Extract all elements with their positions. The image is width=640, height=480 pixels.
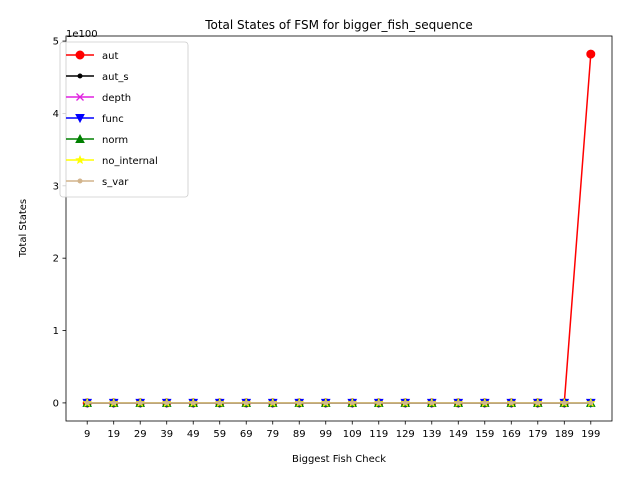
data-point-s_var-shape — [217, 400, 223, 406]
legend-box — [59, 41, 189, 198]
legend-marker-norm-shape — [75, 133, 85, 143]
data-point-s_var-shape — [84, 400, 90, 406]
data-point-s_var-shape — [296, 400, 302, 406]
data-point-s_var — [376, 400, 382, 406]
x-tick-label: 89 — [293, 429, 306, 440]
legend-label-aut_s: aut_s — [102, 72, 129, 83]
legend-marker-aut_s — [77, 73, 83, 79]
x-tick-label: 99 — [319, 429, 332, 440]
data-point-s_var — [561, 400, 567, 406]
data-point-s_var — [296, 400, 302, 406]
x-tick-label: 49 — [187, 429, 200, 440]
x-tick-label: 149 — [449, 429, 468, 440]
y-axis-label: Total States — [18, 199, 29, 258]
legend-marker-func-shape — [75, 114, 85, 124]
data-point-s_var-shape — [455, 400, 461, 406]
data-point-s_var — [508, 400, 514, 406]
data-point-aut — [586, 49, 596, 59]
x-tick-label: 19 — [107, 429, 120, 440]
legend-label-depth: depth — [102, 93, 131, 104]
x-tick-label: 199 — [581, 429, 600, 440]
legend-marker-no_internal-shape — [75, 154, 85, 165]
y-tick-label: 2 — [53, 254, 59, 265]
y-tick-label: 0 — [53, 398, 59, 409]
chart-title: Total States of FSM for bigger_fish_sequ… — [204, 18, 473, 32]
x-tick-label: 69 — [240, 429, 253, 440]
legend-label-no_internal: no_internal — [102, 156, 158, 167]
data-point-s_var-shape — [349, 400, 355, 406]
legend-marker-aut_s-shape — [77, 73, 83, 79]
x-tick-label: 159 — [475, 429, 494, 440]
data-point-s_var — [84, 400, 90, 406]
y-multiplier-label: 1e100 — [66, 29, 98, 40]
y-tick-label: 1 — [53, 326, 59, 337]
legend-marker-norm — [75, 133, 85, 143]
x-tick-label: 79 — [266, 429, 279, 440]
legend-marker-depth-shape — [76, 93, 84, 101]
x-tick-label: 129 — [396, 429, 415, 440]
data-point-s_var-shape — [137, 400, 143, 406]
y-tick-label: 5 — [53, 37, 59, 48]
data-point-s_var-shape — [429, 400, 435, 406]
data-point-s_var-shape — [482, 400, 488, 406]
x-tick-label: 9 — [84, 429, 90, 440]
data-point-s_var-shape — [111, 400, 117, 406]
x-tick-label: 169 — [502, 429, 521, 440]
data-point-s_var — [588, 400, 594, 406]
data-point-s_var-shape — [243, 400, 249, 406]
legend-marker-aut — [75, 50, 85, 60]
x-tick-label: 179 — [528, 429, 547, 440]
x-tick-label: 139 — [422, 429, 441, 440]
data-point-s_var — [164, 400, 170, 406]
legend-label-norm: norm — [102, 135, 128, 146]
x-tick-label: 59 — [213, 429, 226, 440]
data-point-s_var — [349, 400, 355, 406]
axes-frame — [65, 35, 613, 422]
legend-label-aut: aut — [102, 51, 118, 62]
legend-label-func: func — [102, 114, 124, 125]
data-point-s_var — [402, 400, 408, 406]
data-point-s_var-shape — [588, 400, 594, 406]
data-point-s_var — [243, 400, 249, 406]
data-point-s_var — [190, 400, 196, 406]
data-point-s_var-shape — [190, 400, 196, 406]
data-point-s_var — [455, 400, 461, 406]
data-point-s_var — [270, 400, 276, 406]
x-tick-label: 119 — [369, 429, 388, 440]
data-point-s_var-shape — [164, 400, 170, 406]
data-point-s_var — [429, 400, 435, 406]
legend-label-s_var: s_var — [102, 177, 129, 188]
data-point-s_var-shape — [561, 400, 567, 406]
legend-marker-depth — [76, 93, 84, 101]
data-point-s_var — [323, 400, 329, 406]
legend-marker-no_internal — [75, 154, 85, 165]
legend-marker-s_var-shape — [77, 178, 83, 184]
data-point-s_var — [111, 400, 117, 406]
x-tick-label: 29 — [134, 429, 147, 440]
data-point-s_var-shape — [535, 400, 541, 406]
data-point-s_var — [137, 400, 143, 406]
y-tick-label: 3 — [53, 181, 59, 192]
data-point-s_var-shape — [270, 400, 276, 406]
x-tick-label: 39 — [160, 429, 173, 440]
data-point-s_var — [482, 400, 488, 406]
y-tick-label: 4 — [53, 109, 59, 120]
x-tick-label: 109 — [343, 429, 362, 440]
legend-marker-s_var — [77, 178, 83, 184]
data-point-s_var-shape — [323, 400, 329, 406]
x-axis-label: Biggest Fish Check — [292, 454, 386, 465]
data-point-s_var — [217, 400, 223, 406]
data-point-s_var-shape — [508, 400, 514, 406]
data-point-aut-shape — [586, 49, 596, 59]
x-tick-label: 189 — [555, 429, 574, 440]
data-point-s_var-shape — [402, 400, 408, 406]
data-point-s_var-shape — [376, 400, 382, 406]
data-point-s_var — [535, 400, 541, 406]
legend-marker-func — [75, 114, 85, 124]
legend-marker-aut-shape — [75, 50, 85, 60]
